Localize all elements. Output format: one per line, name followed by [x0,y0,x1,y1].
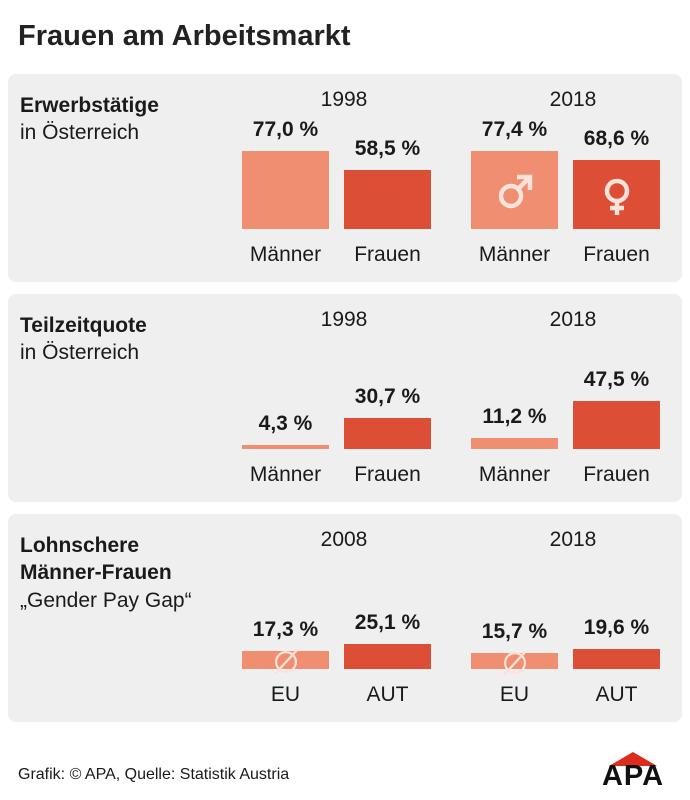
category-label: Männer [478,243,551,266]
value-label: 11,2 % [482,405,547,428]
value-label: 30,7 % [354,385,421,408]
category-label: EU [270,683,301,706]
value-label: 47,5 % [583,368,650,391]
bar-frauen [344,170,431,229]
panel-subtitle: „Gender Pay Gap“ [20,589,192,612]
category-label: Frauen [354,243,421,266]
year-label: 2008 [320,528,368,551]
female-symbol-icon [597,177,637,222]
logo-text: APA [601,760,665,792]
value-label: 17,3 % [252,618,319,641]
value-label: 58,5 % [354,137,421,160]
panel-subtitle: in Österreich [20,341,140,364]
bar-männer [471,151,558,229]
bar-frauen [573,160,660,229]
category-label: Frauen [354,463,421,486]
panel-title-line2: Männer-Frauen [20,561,172,584]
category-label: AUT [595,683,638,706]
panel-title: Lohnschere [20,534,140,557]
bar-frauen [344,418,431,449]
value-label: 77,0 % [252,118,319,141]
category-label: Frauen [583,243,650,266]
male-symbol-icon [495,172,535,217]
category-label: Männer [249,463,322,486]
category-label: AUT [366,683,409,706]
year-label: 2018 [549,308,597,331]
value-label: 25,1 % [354,611,421,634]
category-label: EU [499,683,530,706]
bar-frauen [573,401,660,449]
bar-aut [344,644,431,669]
year-label: 2018 [549,528,597,551]
bar-männer [242,151,329,229]
bar-aut [573,649,660,669]
value-label: 77,4 % [481,118,548,141]
panel-1: Erwerbstätige in Österreich 1998 2018 77,0 %… [8,74,682,282]
panel-3: Lohnschere Männer-Frauen „Gender Pay Gap“ 2… [8,514,682,722]
bar-eu [242,651,329,669]
bar-männer [471,438,558,449]
panel-subtitle: in Österreich [20,121,140,144]
value-label: 15,7 % [481,620,548,643]
logo-triangle-icon [609,752,657,766]
value-label: 4,3 % [258,412,313,435]
average-symbol-icon [497,645,533,686]
bar-eu [471,653,558,669]
category-label: Frauen [583,463,650,486]
source-footer: Grafik: © APA, Quelle: Statistik Austria [18,766,290,783]
year-label: 1998 [320,88,368,111]
apa-logo: APA [593,752,673,792]
panel-title: Erwerbstätige [20,94,159,117]
bar-männer [242,445,329,449]
value-label: 19,6 % [583,616,650,639]
average-symbol-icon [268,644,304,685]
category-label: Männer [249,243,322,266]
panel-2: Teilzeitquote in Österreich 1998 2018 4,3 % M… [8,294,682,502]
category-label: Männer [478,463,551,486]
panel-title: Teilzeitquote [20,314,147,337]
year-label: 2018 [549,88,597,111]
value-label: 68,6 % [583,127,650,150]
chart-title: Frauen am Arbeitsmarkt [18,20,351,52]
year-label: 1998 [320,308,368,331]
